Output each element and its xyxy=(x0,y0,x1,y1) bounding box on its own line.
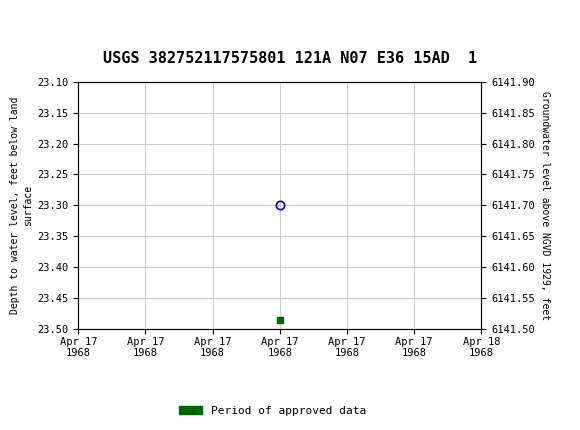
Y-axis label: Depth to water level, feet below land
surface: Depth to water level, feet below land su… xyxy=(10,97,33,314)
Y-axis label: Groundwater level above NGVD 1929, feet: Groundwater level above NGVD 1929, feet xyxy=(541,91,550,320)
Text: ╳USGS: ╳USGS xyxy=(7,9,68,29)
Legend: Period of approved data: Period of approved data xyxy=(175,401,370,420)
Text: USGS 382752117575801 121A N07 E36 15AD  1: USGS 382752117575801 121A N07 E36 15AD 1 xyxy=(103,51,477,66)
